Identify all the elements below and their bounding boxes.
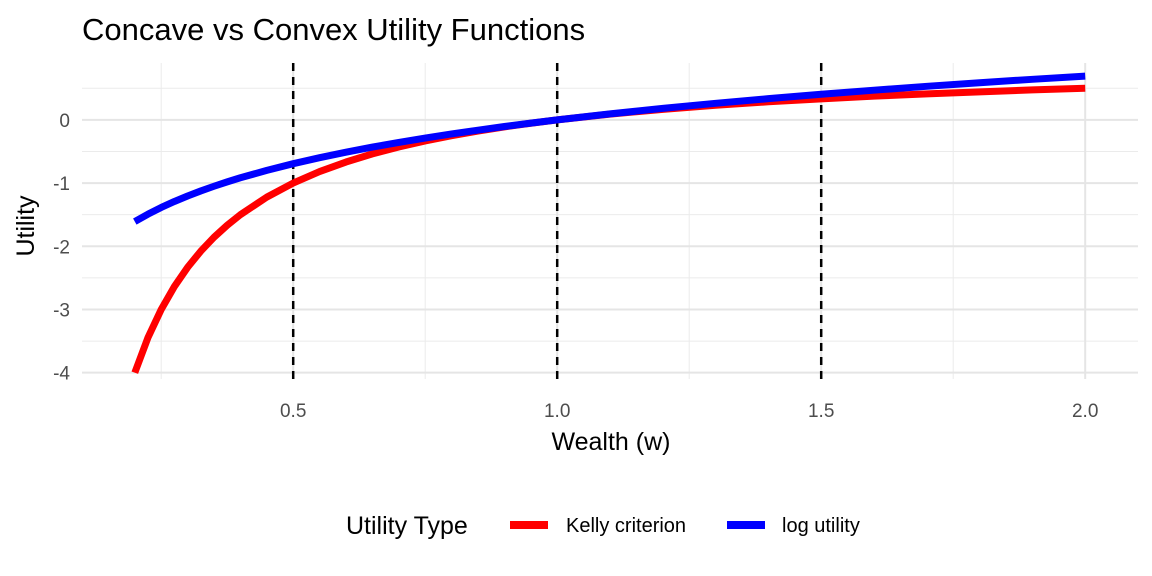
y-tick-label: -2	[53, 237, 70, 258]
x-tick-label: 1.0	[544, 401, 570, 422]
y-tick-label: -1	[53, 174, 70, 195]
y-tick-label: -4	[53, 364, 70, 385]
legend-label-kelly: Kelly criterion	[566, 515, 686, 537]
legend: Utility Type Kelly criterion log utility	[346, 512, 860, 540]
y-tick-label: 0	[59, 111, 70, 132]
chart-title: Concave vs Convex Utility Functions	[82, 12, 585, 47]
reference-vlines	[291, 63, 823, 379]
series-line-kelly-criterion	[131, 84, 1086, 374]
x-tick-label: 1.5	[808, 401, 834, 422]
major-gridlines	[82, 63, 1138, 379]
y-tick-label: -3	[53, 300, 70, 321]
y-tick-labels: 0 -1 -2 -3 -4	[53, 111, 70, 385]
series-lines	[131, 72, 1086, 374]
x-axis-label: Wealth (w)	[551, 428, 670, 456]
x-tick-label: 0.5	[280, 401, 306, 422]
x-tick-labels: 0.5 1.0 1.5 2.0	[280, 401, 1098, 422]
series-line-log-utility	[133, 72, 1086, 225]
x-tick-label: 2.0	[1072, 401, 1098, 422]
legend-title: Utility Type	[346, 512, 468, 540]
y-axis-label: Utility	[12, 195, 40, 257]
legend-label-log: log utility	[782, 515, 860, 537]
minor-gridlines	[82, 63, 1138, 379]
